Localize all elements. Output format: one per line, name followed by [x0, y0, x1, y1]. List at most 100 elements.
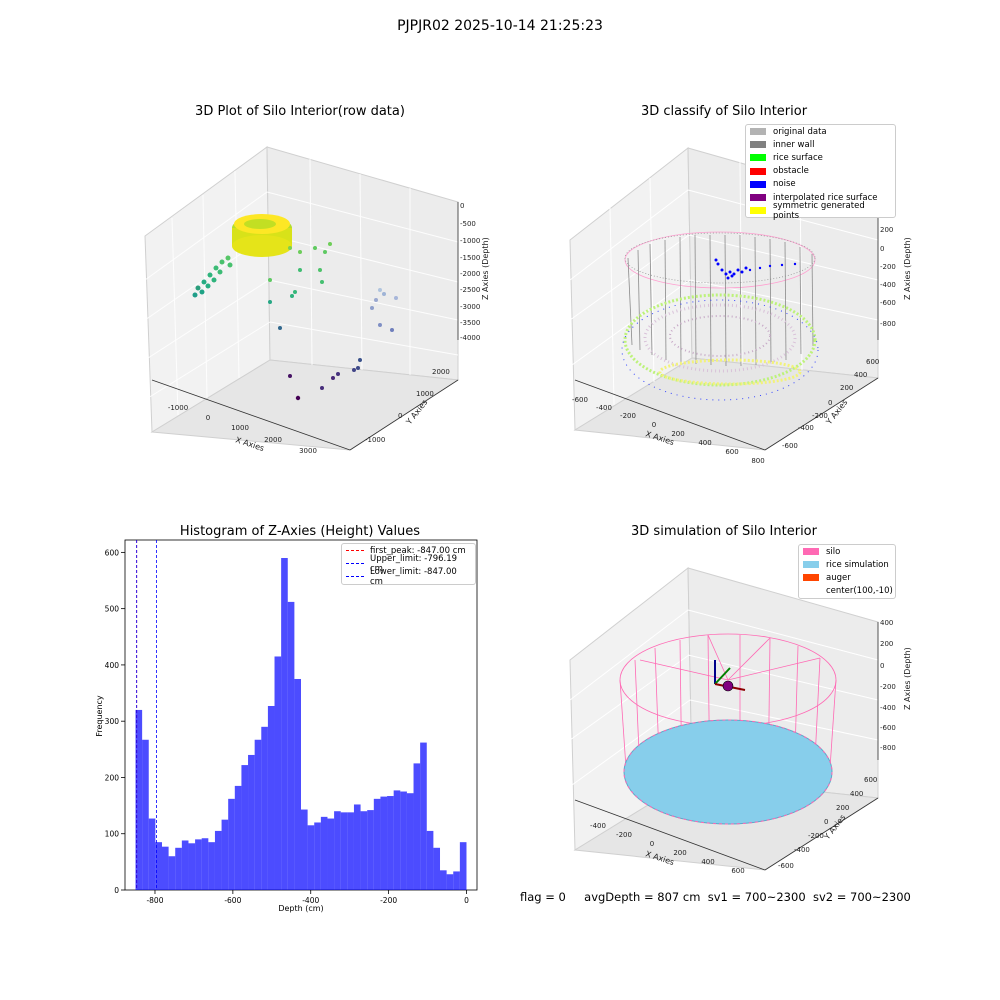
histogram-vlines [136, 540, 157, 890]
histogram-x-ticks: -800 -600 -400 -200 0 [146, 890, 469, 905]
histogram-bar [413, 763, 421, 890]
panel2-ytick: -400 [798, 424, 814, 432]
histogram-bar [360, 811, 368, 890]
panel4-x-ticks: -400 -200 0 200 400 600 [590, 822, 745, 875]
legend-label: rice surface [773, 152, 823, 163]
histogram-bar [208, 842, 215, 890]
flag-text: flag = 0 [520, 890, 566, 904]
histogram-bar [221, 819, 229, 890]
panel2-y-ticks: -600 -400 -200 0 200 400 600 [782, 358, 879, 450]
status-footer: flag = 0 avgDepth = 807 cm sv1 = 700~230… [520, 890, 911, 904]
legend-label: interpolated rice surface [773, 192, 878, 203]
panel4-ztick: -600 [880, 724, 896, 732]
histogram-bar [142, 739, 149, 890]
legend-item-lower-limit: Lower_limit: -847.00 cm [342, 567, 475, 587]
sv2-text: sv2 = 700~2300 [812, 890, 911, 904]
histogram-xtick-label: -200 [380, 896, 397, 905]
histogram-bar [201, 838, 209, 890]
histogram-bar [353, 804, 361, 890]
panel2-rice-surface [621, 293, 819, 401]
legend-label: symmetric generated points [773, 200, 865, 221]
avg-depth-text: avgDepth = 807 cm [584, 890, 701, 904]
panel4-xtick: -200 [616, 831, 632, 839]
histogram-bar [420, 742, 427, 890]
panel2-z-ticks: 200 0 -200 -400 -600 -800 [880, 226, 896, 328]
legend-swatch [750, 194, 766, 202]
panel1-zlabel: Z Axies (Depth) [481, 237, 490, 300]
panel1-ztick: -500 [460, 220, 476, 228]
histogram-bar [327, 818, 335, 890]
legend-label: rice simulation [826, 559, 889, 570]
histogram-ytick-label: 400 [105, 661, 120, 670]
panel4-ytick: 600 [864, 776, 877, 784]
panel4-axis-lines [574, 622, 879, 871]
panel1-ztick: -1500 [460, 254, 480, 262]
panel2-xtick: -200 [620, 412, 636, 420]
sv1-text: sv1 = 700~2300 [707, 890, 806, 904]
histogram-xtick-label: -800 [146, 896, 163, 905]
panel2-ytick: 0 [828, 399, 832, 407]
panel2-ztick: -800 [880, 320, 896, 328]
histogram-bar [459, 842, 467, 890]
legend-swatch [803, 548, 819, 556]
histogram-bar [234, 785, 242, 890]
panel3-title: Histogram of Z-Axies (Height) Values [179, 524, 421, 539]
panel2-xtick: 400 [698, 439, 711, 447]
panel4-legend: silo rice simulation auger center(100,-1… [798, 544, 896, 599]
legend-line [346, 563, 364, 565]
panel4-grid [569, 609, 879, 786]
panel4-ytick: -400 [794, 846, 810, 854]
legend-swatch [803, 574, 819, 582]
legend-item-obstacle: obstacle [746, 165, 895, 178]
legend-swatch [803, 587, 819, 595]
panel1-ytick: 1000 [416, 390, 434, 398]
panel2-ytick: 600 [866, 358, 879, 366]
histogram-xtick-label: -600 [224, 896, 241, 905]
legend-swatch [750, 128, 766, 136]
histogram-xtick-label: -400 [302, 896, 319, 905]
legend-swatch [750, 141, 766, 149]
histogram-bar [393, 790, 401, 890]
legend-label: inner wall [773, 139, 815, 150]
histogram-bar [281, 558, 288, 890]
panel1-x-ticks: -1000 0 1000 2000 3000 [168, 404, 317, 455]
histogram-bar [320, 816, 328, 890]
panel4-ztick: 0 [880, 662, 884, 670]
histogram-bar [161, 846, 169, 890]
histogram-bar [181, 840, 189, 890]
histogram-ytick-label: 600 [105, 548, 120, 557]
figure-title: PJPJR02 2025-10-14 21:25:23 [397, 18, 603, 34]
panel1-silo-points [232, 214, 292, 257]
panel2-ztick: -400 [880, 281, 896, 289]
histogram-bar [274, 656, 282, 890]
histogram-bar [387, 796, 394, 890]
histogram-bar [214, 830, 222, 890]
panel4-z-ticks: 400 200 0 -200 -400 -600 -800 [880, 619, 896, 752]
histogram-bar [307, 825, 315, 890]
histogram-bar [433, 847, 441, 890]
panel2-legend: original data inner wall rice surface ob… [745, 124, 896, 221]
legend-item-first-peak: first_peak: -847.00 cm [342, 544, 475, 557]
legend-line [346, 550, 364, 552]
panel2-xtick: 800 [751, 457, 764, 465]
panel4-zlabel: Z Axies (Depth) [903, 647, 912, 710]
panel2-x-ticks: -600 -400 -200 0 200 400 600 800 [572, 396, 765, 465]
panel2-title: 3D classify of Silo Interior [640, 104, 808, 119]
panel1-xtick: -1000 [168, 404, 188, 412]
panel4-3d-plot: -400 -200 0 200 400 600 X Axies -600 -40… [569, 566, 912, 875]
panel4-ytick: 0 [824, 818, 828, 826]
histogram-ytick-label: 300 [105, 717, 120, 726]
histogram-bar [195, 839, 202, 890]
panel1-ztick: -2500 [460, 286, 480, 294]
panel2-ztick: 0 [880, 245, 884, 253]
legend-item-interpolated: interpolated rice surface [746, 191, 895, 204]
legend-swatch [750, 167, 766, 175]
legend-label: noise [773, 179, 796, 190]
panel2-ztick: -600 [880, 299, 896, 307]
panel2-xtick: 600 [725, 448, 738, 456]
panel1-title: 3D Plot of Silo Interior(row data) [195, 104, 405, 119]
legend-item-noise: noise [746, 178, 895, 191]
panel4-ytick: 400 [850, 790, 863, 798]
histogram-bar [261, 726, 268, 890]
panel4-xtick: 200 [673, 849, 686, 857]
